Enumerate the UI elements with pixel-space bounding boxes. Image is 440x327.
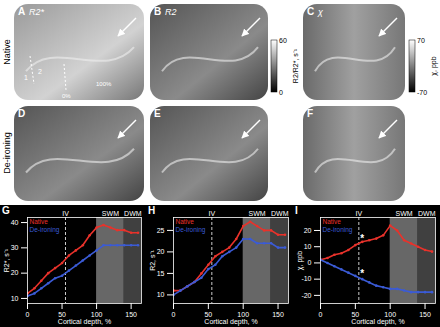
svg-text:100: 100 [90,311,103,319]
svg-text:150: 150 [125,311,137,318]
svg-text:-20: -20 [301,292,311,299]
svg-text:DWM: DWM [124,210,142,217]
svg-text:20: 20 [304,227,312,234]
svg-text:Cortical depth, %: Cortical depth, % [351,318,404,326]
svg-text:*: * [360,233,364,244]
svg-text:R2/R2*, s⁻¹: R2/R2*, s⁻¹ [292,48,299,83]
svg-text:DWM: DWM [271,210,289,217]
svg-text:Cortical depth, %: Cortical depth, % [58,318,111,326]
svg-text:SWM: SWM [102,210,119,217]
svg-text:SWM: SWM [249,210,266,217]
svg-text:DWM: DWM [418,210,436,217]
svg-text:10: 10 [304,243,312,250]
svg-text:0: 0 [319,311,323,318]
svg-text:R2, s⁻¹: R2, s⁻¹ [149,249,156,270]
svg-text:15: 15 [157,270,165,277]
svg-text:Cortical depth, %: Cortical depth, % [204,318,257,326]
svg-text:50: 50 [58,311,66,319]
svg-text:Native: Native [323,218,342,225]
svg-text:10: 10 [157,291,165,298]
svg-text:A: A [18,6,25,17]
svg-text:De-ironing: De-ironing [30,226,60,234]
svg-text:R2*, s⁻¹: R2*, s⁻¹ [3,248,10,272]
svg-text:Native: Native [2,39,12,65]
svg-text:20: 20 [157,248,165,255]
svg-text:100%: 100% [96,81,112,87]
svg-text:R2*: R2* [29,7,45,17]
svg-text:2: 2 [38,68,42,75]
svg-text:F: F [307,108,313,119]
svg-text:20: 20 [11,269,19,276]
svg-text:SWM: SWM [396,210,413,217]
svg-text:1: 1 [24,74,28,81]
svg-text:0%: 0% [62,93,71,99]
svg-text:70: 70 [417,37,425,44]
svg-text:R2: R2 [165,7,177,17]
svg-text:40: 40 [11,219,19,226]
svg-text:De-ironing: De-ironing [2,132,12,174]
svg-text:100: 100 [384,311,396,319]
svg-text:60: 60 [279,37,287,44]
svg-text:χ: χ [317,7,324,17]
svg-text:0: 0 [172,311,176,318]
svg-text:De-ironing: De-ironing [176,226,206,234]
svg-text:30: 30 [11,244,19,251]
svg-text:0: 0 [308,259,312,266]
svg-text:10: 10 [11,295,19,302]
html-text:H: H [148,205,156,216]
svg-text:150: 150 [419,311,431,318]
svg-text:D: D [18,108,25,119]
html-text:I: I [295,205,298,216]
svg-text:25: 25 [157,227,165,234]
svg-text:B: B [154,6,161,17]
svg-text:E: E [154,108,161,119]
svg-text:C: C [307,6,314,17]
svg-text:100: 100 [237,311,249,319]
svg-text:50: 50 [204,311,213,319]
svg-text:De-ironing: De-ironing [323,226,353,234]
svg-text:IV: IV [62,210,69,217]
svg-text:50: 50 [351,311,360,319]
html-text:G: G [2,205,10,216]
svg-text:-70: -70 [417,89,427,96]
svg-text:Native: Native [30,218,49,225]
svg-text:χ, ppb: χ, ppb [296,251,304,270]
svg-text:Native: Native [176,218,195,225]
svg-text:χ, ppb: χ, ppb [430,56,438,75]
svg-text:0: 0 [26,311,30,318]
svg-text:*: * [360,268,364,279]
svg-text:IV: IV [209,210,216,217]
svg-text:0: 0 [279,89,283,96]
svg-text:-10: -10 [301,275,311,282]
svg-text:150: 150 [272,311,284,318]
svg-text:IV: IV [356,210,363,217]
